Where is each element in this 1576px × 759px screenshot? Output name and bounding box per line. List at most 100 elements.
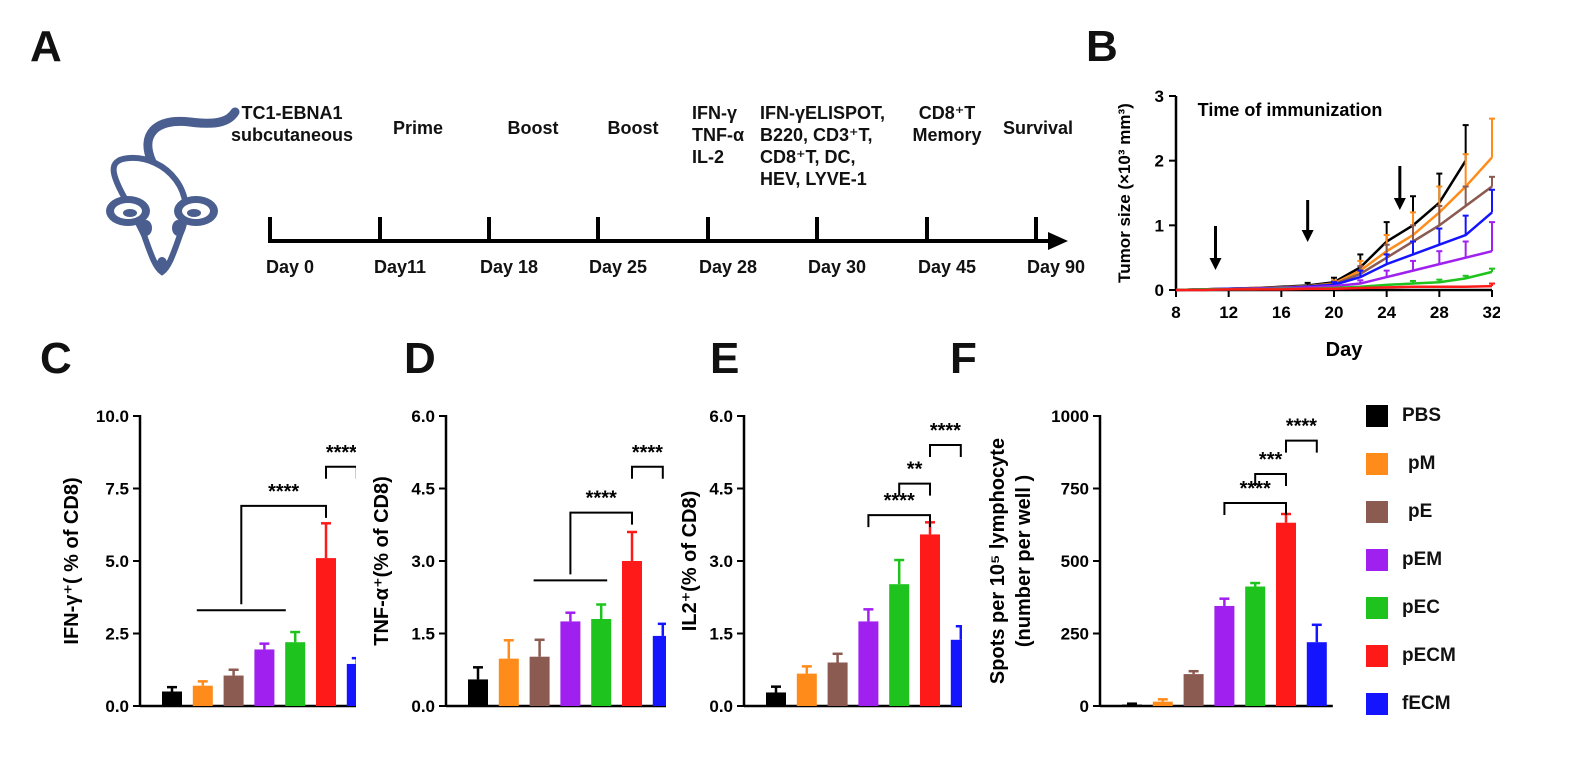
y-tick-label: 0.0 [105, 697, 129, 716]
timeline-event-line: TNF-α [692, 125, 745, 145]
bar-pEC [889, 584, 910, 706]
legend-item-pEC: pEC [1366, 596, 1456, 620]
timeline-day-label: Day 18 [479, 257, 539, 277]
mouse-ear-right [174, 196, 218, 226]
y-tick-label: 7.5 [105, 480, 129, 499]
legend-swatch [1366, 405, 1388, 427]
chart-title: Time of immunization [1198, 100, 1383, 120]
mouse-head [110, 154, 189, 276]
series-line-PBS [1175, 160, 1467, 292]
y-tick-label: 1.5 [411, 625, 435, 644]
timeline-event-line: Memory [912, 125, 982, 145]
y-tick-label: 1000 [1051, 407, 1089, 426]
bar-pM [796, 673, 817, 706]
panel-label-a: A [30, 22, 62, 71]
legend-label: pEC [1402, 597, 1440, 618]
mouse-eye-left [140, 220, 152, 236]
bar-fECM [346, 663, 356, 706]
x-tick-label: 20 [1325, 303, 1344, 322]
significance-bracket [631, 465, 664, 479]
bar-pE [827, 662, 848, 706]
series-line-pE [1175, 185, 1493, 292]
legend-label: pM [1408, 453, 1436, 474]
panel-label-f: F [950, 334, 977, 383]
timeline-event-line: HEV, LYVE-1 [760, 169, 867, 189]
legend-label: PBS [1402, 405, 1442, 426]
timeline-axis [268, 217, 1068, 250]
timeline-event-label: Prime [343, 117, 493, 139]
timeline-day-label: Day 90 [1026, 257, 1086, 277]
bar-PBS [766, 692, 786, 706]
significance-bracket [240, 504, 327, 605]
legend-item-pE: pE [1366, 500, 1456, 524]
significance-label: **** [1240, 478, 1271, 500]
panel-label-c: C [40, 334, 72, 383]
legend-item-PBS: PBS [1366, 404, 1456, 428]
timeline-event-line: TC1-EBNA1 [241, 103, 343, 123]
y-tick-label: 2 [1155, 152, 1164, 171]
bar-fECM [950, 639, 962, 706]
legend-label: pEM [1402, 549, 1443, 570]
timeline-event-line: IFN-γELISPOT, [760, 103, 886, 123]
bar-pECM [316, 558, 336, 706]
legend-swatch [1366, 597, 1388, 619]
bar-pM [1152, 701, 1173, 706]
x-tick-label: 24 [1377, 303, 1396, 322]
significance-bracket [898, 482, 931, 496]
significance-bracket [325, 465, 356, 479]
mouse-eye-right [172, 220, 184, 236]
significance-label: **** [930, 420, 961, 442]
y-axis-title: IL2⁺(% of CD8) [679, 491, 701, 632]
bar-PBS [162, 691, 182, 706]
significance-bracket [929, 444, 962, 457]
y-tick-label: 500 [1061, 552, 1089, 571]
x-tick-label: 8 [1171, 303, 1180, 322]
legend-swatch [1366, 693, 1388, 715]
mouse-illustration [106, 107, 240, 276]
significance-label: ** [907, 459, 923, 481]
bar-pEM [254, 649, 275, 706]
timeline-day-label: Day11 [373, 257, 427, 277]
x-tick-label: 16 [1272, 303, 1291, 322]
immunization-arrow-head [1301, 230, 1314, 242]
significance-label: **** [268, 481, 299, 503]
y-axis-title: Spots per 10⁵ lymphocyte [987, 438, 1009, 684]
bar-PBS [1122, 704, 1142, 706]
timeline-event-line: Boost [507, 118, 559, 138]
timeline-event-line: CD8⁺T, DC, [760, 147, 856, 167]
significance-bracket [1223, 502, 1287, 515]
bar-pECM [622, 561, 642, 706]
legend-swatch [1366, 453, 1388, 475]
significance-bracket [1254, 473, 1287, 486]
significance-label: **** [884, 490, 915, 512]
y-tick-label: 6.0 [709, 407, 733, 426]
y-tick-label: 6.0 [411, 407, 435, 426]
bar-pEC [1245, 586, 1266, 706]
timeline-event-line: IL-2 [692, 147, 725, 167]
legend-item-fECM: fECM [1366, 692, 1456, 716]
timeline-event-label: CD8⁺T Memory [872, 102, 1022, 146]
bar-fECM [652, 635, 666, 706]
y-tick-label: 4.5 [709, 480, 733, 499]
y-axis-title: IFN-γ⁺( % of CD8) [61, 477, 83, 644]
bar-pM [498, 658, 519, 706]
timeline-event-label: TC1-EBNA1 subcutaneous [217, 102, 367, 146]
legend: PBS pM pE pEM pEC pECM fECM [1366, 404, 1456, 716]
x-axis-title: Day [1326, 339, 1364, 360]
timeline-day-label: Day 45 [917, 257, 977, 277]
significance-label: **** [632, 442, 663, 464]
significance-label: **** [586, 488, 617, 510]
timeline-event-label: Boost [458, 117, 608, 139]
bar-pE [223, 675, 244, 706]
y-tick-label: 0 [1155, 281, 1164, 300]
y-tick-label: 250 [1061, 625, 1089, 644]
y-tick-label: 0 [1080, 697, 1089, 716]
bar-pEM [858, 621, 879, 706]
bar-PBS [468, 679, 488, 706]
mouse-tail [143, 107, 240, 167]
bar-pEM [560, 621, 581, 706]
y-tick-label: 3.0 [411, 552, 435, 571]
timeline-event-line: IFN-γ [692, 103, 737, 123]
y-tick-label: 4.5 [411, 480, 435, 499]
